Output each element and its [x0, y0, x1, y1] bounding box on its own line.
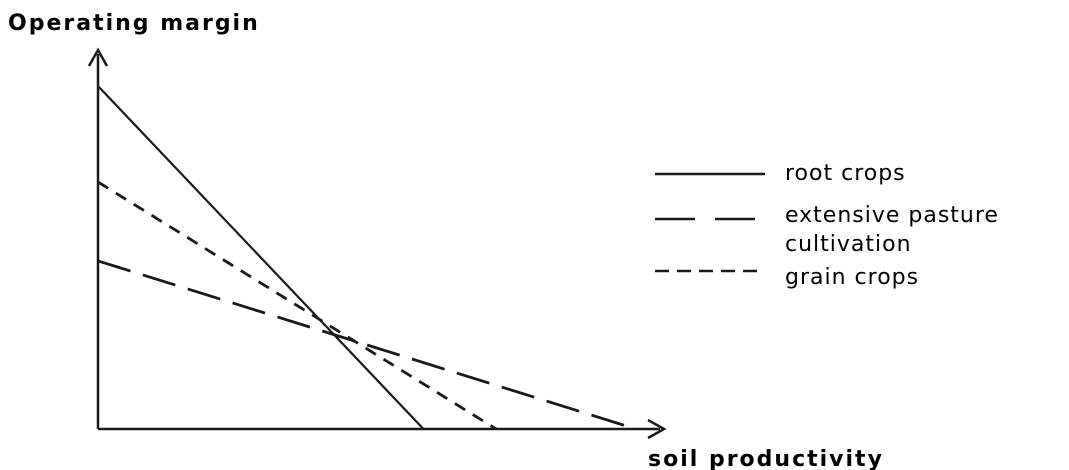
legend-label-1-line-1: root crops: [785, 161, 906, 186]
y-axis-arrow: [87, 47, 109, 67]
legend-label-3-line-1: grain crops: [785, 265, 919, 290]
y-axis-label: Operating margin: [8, 11, 260, 36]
x-axis-arrow: [647, 418, 667, 440]
series-layer: [97, 85, 637, 431]
series-line-1: [97, 85, 425, 430]
series-line-2: [97, 259, 637, 431]
legend-label-2-line-2: cultivation: [785, 232, 912, 257]
x-axis-label: soil productivity: [648, 447, 884, 470]
legend: root crops extensive pasture cultivation gr…: [655, 161, 999, 290]
series-line-3: [97, 180, 497, 431]
legend-label-2-line-1: extensive pasture: [785, 203, 999, 228]
